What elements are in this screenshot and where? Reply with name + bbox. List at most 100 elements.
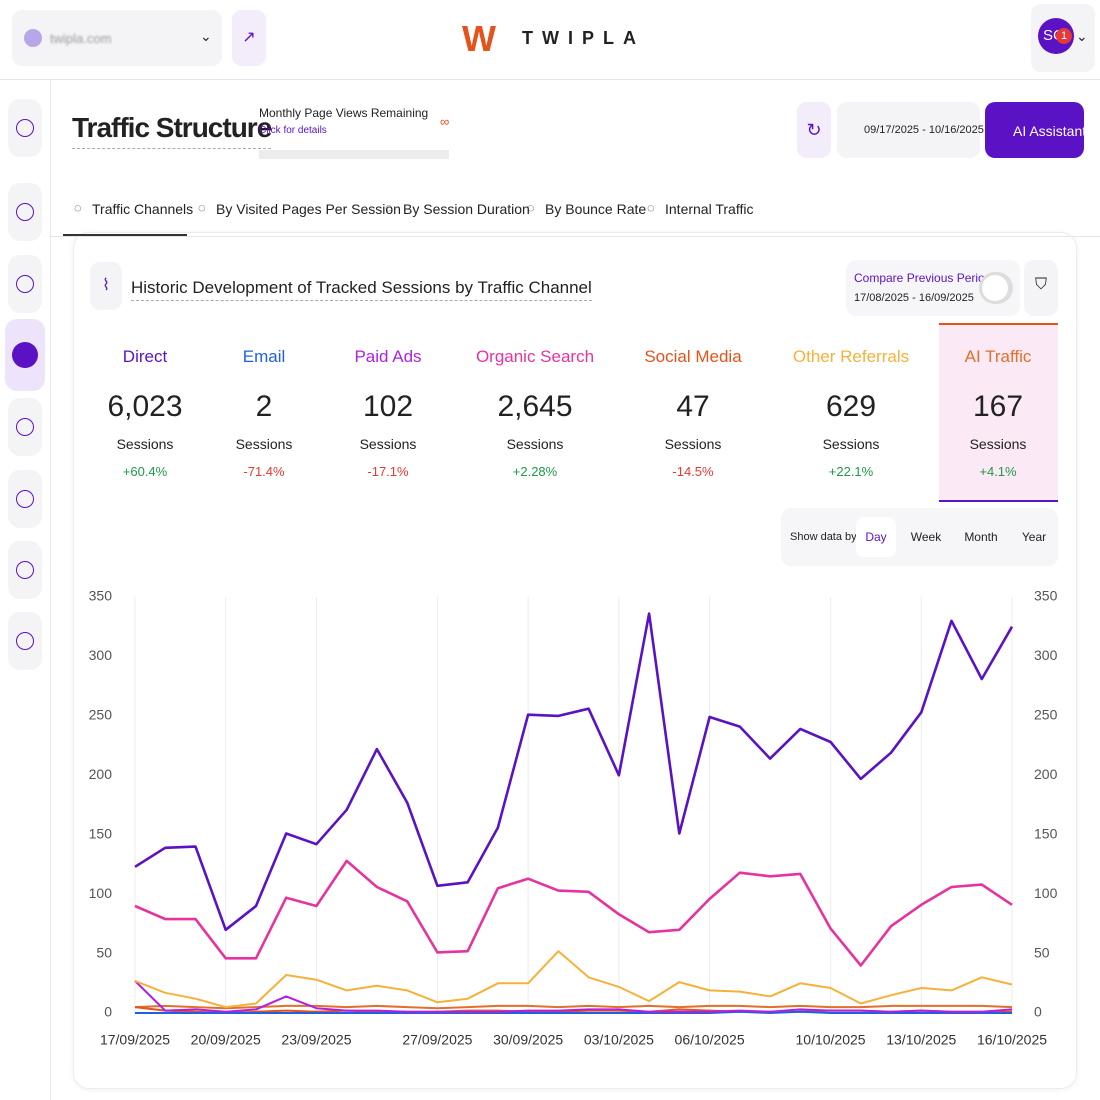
chart-title: Historic Development of Tracked Sessions… xyxy=(131,278,592,301)
kpi-total: 167 xyxy=(972,390,1024,423)
tab-icon: ◌ xyxy=(385,200,393,215)
series-line xyxy=(135,1010,1012,1014)
x-tick-label: 13/10/2025 xyxy=(886,1032,956,1048)
chevron: ⌄ xyxy=(1076,28,1088,44)
tab[interactable]: By Visited Pages Per Session xyxy=(216,201,401,217)
ai-assistant-label: AI Assistant xyxy=(1013,123,1087,139)
x-tick-label: 27/09/2025 xyxy=(402,1032,472,1048)
series-line xyxy=(134,950,1013,1009)
y-tick-label: 50 xyxy=(96,944,112,960)
tab-underline xyxy=(63,234,187,236)
y-tick-label: 0 xyxy=(104,1004,112,1020)
kpi-change: +4.1% xyxy=(979,464,1017,479)
x-tick-label: 20/09/2025 xyxy=(191,1032,261,1048)
top-bar xyxy=(0,0,1100,80)
kpi-unit: Sessions xyxy=(116,436,174,452)
kpi-total: 102 xyxy=(362,390,414,423)
kpi-change: +60.4% xyxy=(122,464,168,479)
y-tick-label: 200 xyxy=(89,766,113,782)
show-by-label: Show data by: xyxy=(790,531,860,543)
sidebar-glyph xyxy=(16,418,34,436)
kpi-change: -71.4% xyxy=(243,464,285,479)
card xyxy=(73,232,1077,1089)
site-icon xyxy=(24,29,42,47)
period-active xyxy=(856,517,896,557)
kpi-total: 6,023 xyxy=(107,390,183,423)
ai-assistant-button[interactable] xyxy=(985,102,1084,158)
y2-tick-label: 150 xyxy=(1034,825,1058,841)
sidebar-glyph xyxy=(16,490,34,508)
site-select[interactable] xyxy=(12,10,222,66)
sidebar-glyph xyxy=(16,203,34,221)
refresh[interactable]: ↻ xyxy=(797,102,831,158)
kpi-change: -14.5% xyxy=(672,464,714,479)
kpi-unit: Sessions xyxy=(235,436,293,452)
y2-tick-label: 350 xyxy=(1034,588,1058,604)
kpi-unit: Sessions xyxy=(359,436,417,452)
x-tick-label: 30/09/2025 xyxy=(493,1032,563,1048)
kpi-name: Organic Search xyxy=(475,347,595,366)
x-tick-label: 10/10/2025 xyxy=(796,1032,866,1048)
x-tick-label: 17/09/2025 xyxy=(100,1032,170,1048)
x-tick-label: 03/10/2025 xyxy=(584,1032,654,1048)
x-tick-label: 06/10/2025 xyxy=(675,1032,745,1048)
tab-icon: ◌ xyxy=(527,200,535,215)
quota-bar xyxy=(259,150,449,159)
period-box xyxy=(781,508,1058,566)
chart-icon: ⌇ xyxy=(90,262,122,310)
date-picker[interactable] xyxy=(837,102,980,158)
period[interactable]: Year xyxy=(1021,530,1047,544)
y2-tick-label: 200 xyxy=(1034,766,1058,782)
tab[interactable]: By Bounce Rate xyxy=(545,201,647,217)
kpi-total: 2,645 xyxy=(497,390,573,423)
tab[interactable]: By Session Duration xyxy=(403,201,530,217)
kpi-name: Direct xyxy=(122,347,168,366)
kpi-unit: Sessions xyxy=(506,436,564,452)
sidebar-glyph xyxy=(16,275,34,293)
sidebar-glyph xyxy=(16,632,34,650)
kpi-name: Social Media xyxy=(644,347,742,366)
kpi-name: Other Referrals xyxy=(792,347,910,366)
y-tick-label: 350 xyxy=(89,588,113,604)
logo-mark: W xyxy=(462,18,496,59)
compare-label: Compare Previous Period xyxy=(854,271,992,285)
tab-icon: ◌ xyxy=(74,200,82,215)
badge: 1 xyxy=(1056,28,1072,44)
period[interactable]: Month xyxy=(964,530,998,544)
kpi-total: 2 xyxy=(255,390,273,423)
tab-icon: ◌ xyxy=(647,200,655,215)
y2-tick-label: 300 xyxy=(1034,647,1058,663)
y2-tick-label: 0 xyxy=(1034,1004,1042,1020)
y2-tick-label: 100 xyxy=(1034,885,1058,901)
period[interactable]: Day xyxy=(865,530,887,544)
kpi-name: AI Traffic xyxy=(964,347,1032,366)
quota-label: Monthly Page Views Remaining xyxy=(259,106,429,120)
y2-tick-label: 50 xyxy=(1034,944,1050,960)
kpi-name: Paid Ads xyxy=(354,347,422,366)
y-tick-label: 150 xyxy=(89,825,113,841)
tab[interactable]: Traffic Channels xyxy=(92,201,194,217)
tab-divider xyxy=(50,236,1100,237)
tab-icon: ◌ xyxy=(198,200,206,215)
quota-link[interactable]: Click for details xyxy=(259,125,327,136)
open-site[interactable]: ↗ xyxy=(232,10,266,66)
compare-toggle[interactable] xyxy=(979,272,1013,304)
series-line xyxy=(134,612,1014,932)
period[interactable]: Week xyxy=(910,530,942,544)
sidebar-glyph xyxy=(16,561,34,579)
filter[interactable]: ⛉ xyxy=(1024,260,1058,316)
sidebar xyxy=(0,80,51,1100)
kpi-name: Email xyxy=(242,347,286,366)
x-tick-label: 16/10/2025 xyxy=(977,1032,1047,1048)
series-line xyxy=(134,859,1013,967)
kpi-total: 629 xyxy=(825,390,877,423)
kpi-total: 47 xyxy=(676,390,710,423)
y-tick-label: 300 xyxy=(89,647,113,663)
tab[interactable]: Internal Traffic xyxy=(665,201,754,217)
kpi-unit: Sessions xyxy=(969,436,1027,452)
x-tick-label: 23/09/2025 xyxy=(281,1032,351,1048)
site-name: twipla.com xyxy=(50,31,112,46)
chevron: ⌄ xyxy=(200,28,212,44)
